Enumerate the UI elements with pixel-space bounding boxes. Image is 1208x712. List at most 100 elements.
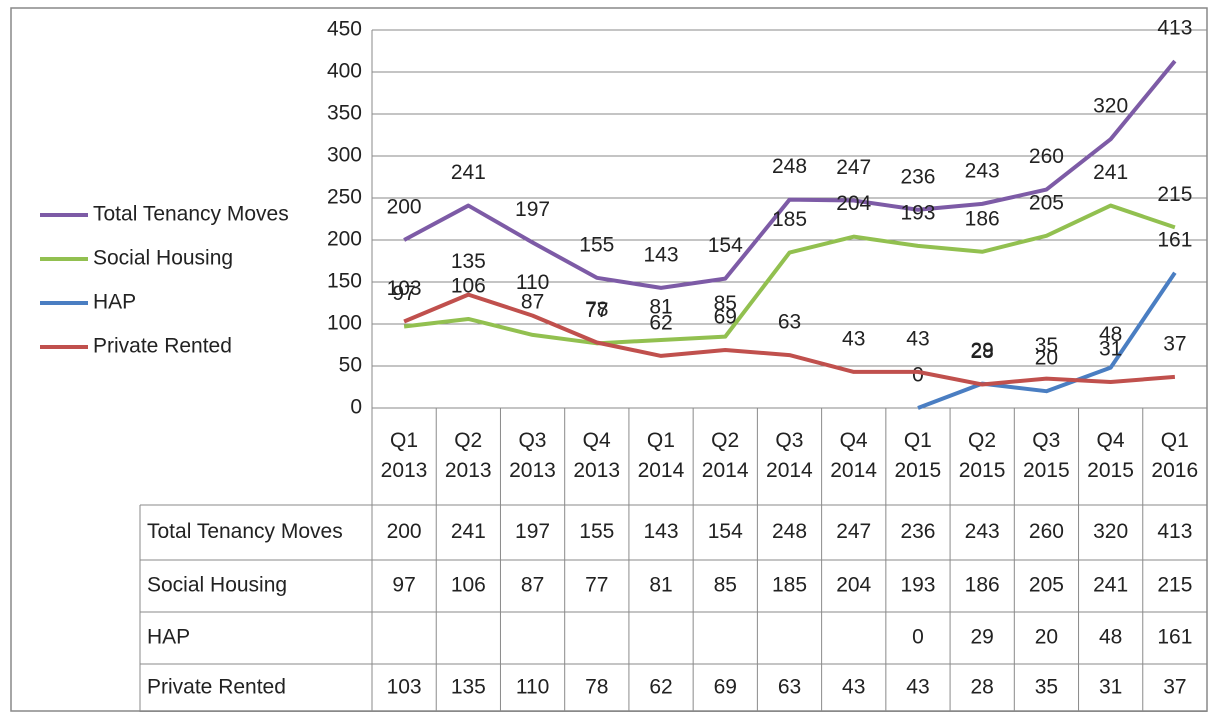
- table-cell: 62: [649, 676, 672, 699]
- data-label: 35: [1035, 334, 1058, 357]
- y-tick-label: 100: [327, 312, 362, 335]
- data-label: 161: [1157, 228, 1192, 251]
- x-tick-label: Q1 2016: [1151, 429, 1199, 482]
- table-cell: 155: [579, 520, 614, 543]
- data-label: 200: [387, 196, 422, 219]
- data-label: 186: [965, 207, 1000, 230]
- data-label: 43: [842, 327, 865, 350]
- data-label: 154: [708, 234, 743, 257]
- x-tick-label: Q4 2013: [573, 429, 621, 482]
- data-label: 97: [392, 282, 415, 305]
- table-cell: 97: [392, 574, 415, 597]
- data-label: 215: [1157, 183, 1192, 206]
- table-cell: 413: [1157, 520, 1192, 543]
- table-cell: 186: [965, 574, 1000, 597]
- data-label: 185: [772, 208, 807, 231]
- table-cell: 200: [387, 520, 422, 543]
- table-cell: 135: [451, 676, 486, 699]
- data-label: 31: [1099, 338, 1122, 361]
- y-tick-label: 450: [327, 18, 362, 41]
- legend-label: Total Tenancy Moves: [93, 203, 289, 226]
- data-label: 143: [644, 243, 679, 266]
- y-tick-label: 350: [327, 102, 362, 125]
- data-label: 135: [451, 250, 486, 273]
- data-label: 243: [965, 159, 1000, 182]
- data-label: 29: [971, 339, 994, 362]
- data-label: 204: [836, 192, 871, 215]
- table-cell: 106: [451, 574, 486, 597]
- data-label: 85: [714, 292, 737, 315]
- table-cell: 20: [1035, 626, 1058, 649]
- table-cell: 31: [1099, 676, 1122, 699]
- data-label: 248: [772, 155, 807, 178]
- y-tick-label: 250: [327, 186, 362, 209]
- x-tick-label: Q2 2014: [701, 429, 749, 482]
- table-cell: 43: [906, 676, 929, 699]
- table-cell: 260: [1029, 520, 1064, 543]
- x-tick-label: Q1 2013: [380, 429, 428, 482]
- table-row-header: Private Rented: [147, 676, 286, 699]
- data-label: 155: [579, 233, 614, 256]
- data-label: 106: [451, 275, 486, 298]
- x-tick-label: Q1 2015: [894, 429, 942, 482]
- y-tick-label: 50: [339, 354, 362, 377]
- data-label: 87: [521, 290, 544, 313]
- table-cell: 143: [644, 520, 679, 543]
- data-label: 48: [1099, 323, 1122, 346]
- table-cell: 37: [1163, 676, 1186, 699]
- table-cell: 77: [585, 574, 608, 597]
- table-cell: 241: [451, 520, 486, 543]
- data-label: 63: [778, 311, 801, 334]
- table-cell: 81: [649, 574, 672, 597]
- data-label: 28: [971, 340, 994, 363]
- table-cell: 161: [1157, 626, 1192, 649]
- table-cell: 185: [772, 574, 807, 597]
- table-cell: 236: [900, 520, 935, 543]
- table-cell: 204: [836, 574, 871, 597]
- data-label: 69: [714, 306, 737, 329]
- data-label: 413: [1157, 17, 1192, 40]
- x-tick-label: Q4 2015: [1087, 429, 1134, 482]
- table-cell: 87: [521, 574, 544, 597]
- table-cell: 215: [1157, 574, 1192, 597]
- x-tick-label: Q3 2015: [1022, 429, 1070, 482]
- data-label: 78: [585, 298, 608, 321]
- table-cell: 103: [387, 676, 422, 699]
- data-label: 77: [585, 299, 608, 322]
- table-cell: 29: [971, 626, 994, 649]
- table-row-header: Total Tenancy Moves: [147, 520, 343, 543]
- x-tick-label: Q2 2013: [444, 429, 492, 482]
- table-cell: 0: [912, 626, 924, 649]
- data-label: 197: [515, 198, 550, 221]
- table-cell: 241: [1093, 574, 1128, 597]
- legend-label: HAP: [93, 291, 136, 314]
- table-cell: 320: [1093, 520, 1128, 543]
- y-tick-label: 400: [327, 60, 362, 83]
- data-label: 37: [1163, 332, 1186, 355]
- table-cell: 35: [1035, 676, 1058, 699]
- table-cell: 193: [900, 574, 935, 597]
- table-row-header: HAP: [147, 626, 190, 649]
- data-label: 103: [387, 277, 422, 300]
- table-cell: 197: [515, 520, 550, 543]
- x-tick-label: Q1 2014: [637, 429, 685, 482]
- y-tick-label: 300: [327, 144, 362, 167]
- legend-label: Social Housing: [93, 247, 233, 270]
- y-tick-label: 150: [327, 270, 362, 293]
- data-label: 241: [451, 161, 486, 184]
- table-cell: 69: [714, 676, 737, 699]
- table-cell: 248: [772, 520, 807, 543]
- table-cell: 43: [842, 676, 865, 699]
- y-tick-label: 200: [327, 228, 362, 251]
- table-cell: 48: [1099, 626, 1122, 649]
- x-tick-label: Q3 2014: [766, 429, 813, 482]
- series-line: [403, 203, 1176, 346]
- x-tick-label: Q2 2015: [958, 429, 1006, 482]
- table-row-header: Social Housing: [147, 574, 287, 597]
- x-tick-label: Q3 2013: [509, 429, 556, 482]
- data-label: 205: [1029, 191, 1064, 214]
- data-label: 110: [516, 271, 549, 294]
- legend-label: Private Rented: [93, 335, 232, 358]
- table-cell: 243: [965, 520, 1000, 543]
- data-label: 0: [912, 364, 924, 387]
